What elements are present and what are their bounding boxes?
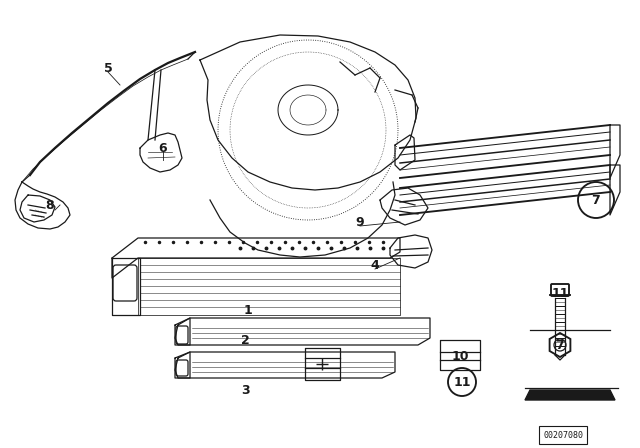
Text: 1: 1 [244,303,252,316]
Text: 7: 7 [591,194,600,207]
Text: 9: 9 [356,215,364,228]
Text: 4: 4 [371,258,380,271]
Text: 2: 2 [241,333,250,346]
Polygon shape [525,390,615,400]
Text: 8: 8 [45,198,54,211]
Text: 11: 11 [551,287,569,300]
Text: 6: 6 [159,142,167,155]
Text: 10: 10 [451,349,468,362]
Text: 7: 7 [556,339,564,352]
Text: 5: 5 [104,61,113,74]
Text: 3: 3 [241,383,250,396]
Text: 00207080: 00207080 [543,431,583,439]
Text: 11: 11 [453,375,471,388]
